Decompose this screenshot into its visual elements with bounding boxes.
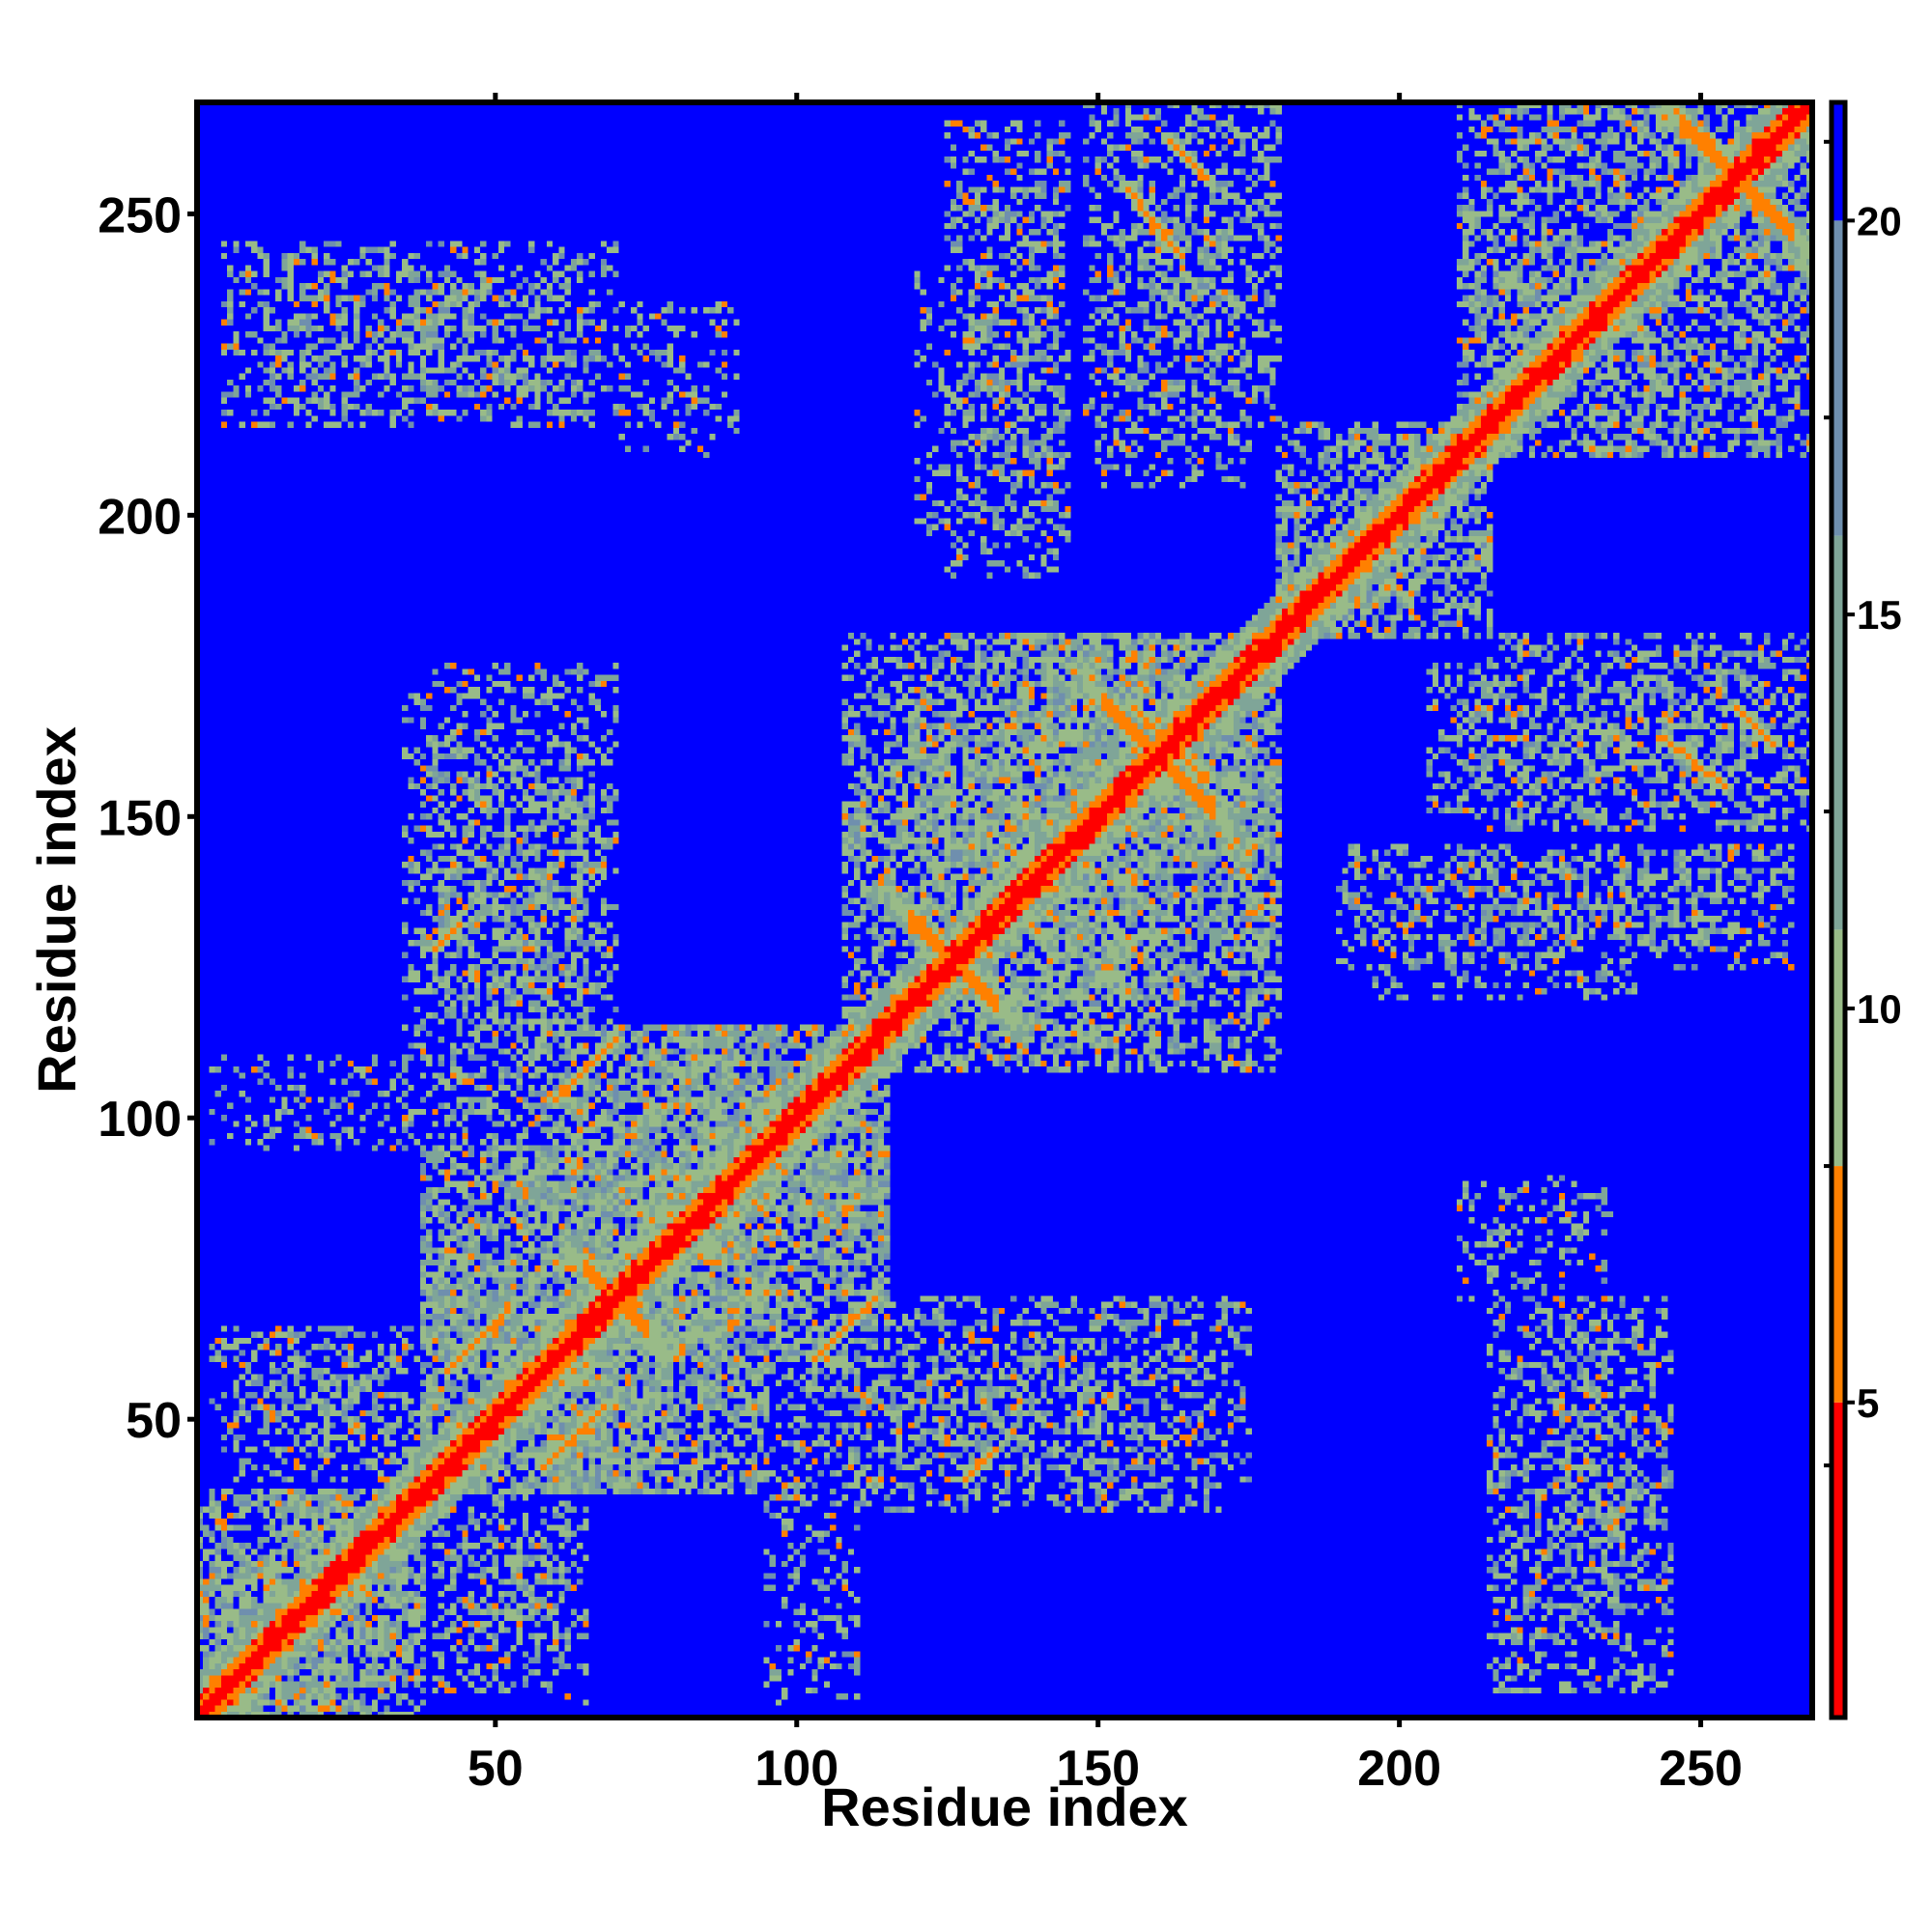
y-axis-title: Residue index: [26, 726, 87, 1094]
x-tick-label: 150: [1056, 1741, 1140, 1797]
heatmap-cells: [197, 102, 1812, 1718]
y-tick-label: 250: [98, 187, 182, 243]
contact-map-heatmap: [197, 102, 1812, 1718]
x-tick-label: 250: [1659, 1741, 1743, 1797]
x-axis-ticks: 50 100 150 200 250: [468, 93, 1743, 1797]
y-tick-label: 100: [98, 1092, 182, 1148]
colorbar: 5 10 15 20: [1824, 99, 1902, 1720]
colorbar-segment: [1832, 1166, 1845, 1403]
colorbar-tick-label: 5: [1857, 1380, 1879, 1426]
colorbar-segment: [1832, 220, 1845, 536]
colorbar-tick-label: 20: [1857, 198, 1902, 243]
colorbar-segment: [1832, 535, 1845, 930]
colorbar-segment: [1832, 102, 1845, 221]
y-tick-label: 50: [126, 1393, 182, 1449]
x-tick-label: 200: [1357, 1741, 1441, 1797]
y-tick-label: 150: [98, 790, 182, 846]
colorbar-tick-label: 10: [1857, 986, 1902, 1032]
plot-frame: [194, 99, 1815, 1720]
colorbar-frame: [1829, 99, 1848, 1720]
colorbar-tick-label: 15: [1857, 592, 1902, 638]
x-tick-label: 50: [468, 1741, 524, 1797]
colorbar-segment: [1832, 1402, 1845, 1718]
y-tick-label: 200: [98, 489, 182, 545]
x-tick-label: 100: [754, 1741, 838, 1797]
colorbar-segment: [1832, 929, 1845, 1167]
x-axis-title: Residue index: [821, 1776, 1188, 1837]
y-axis-ticks: 50 100 150 200 250: [98, 187, 197, 1449]
